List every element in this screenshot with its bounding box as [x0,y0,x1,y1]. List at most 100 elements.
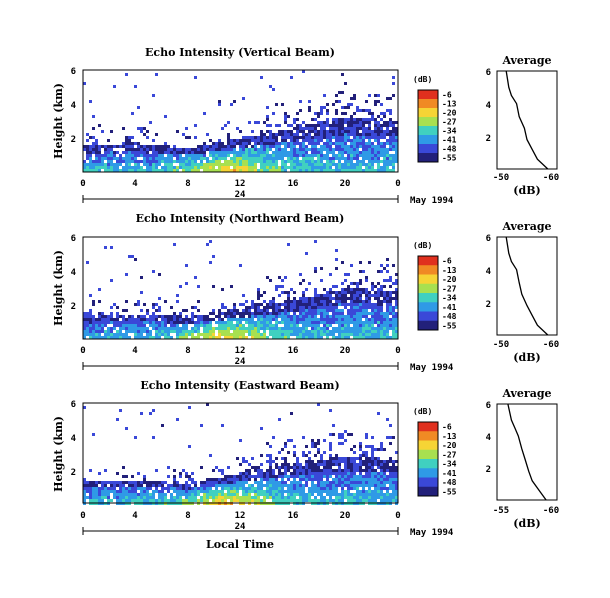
heatmap-cell [395,127,398,130]
heatmap-cell [269,490,272,493]
heatmap-cell [227,169,230,172]
heatmap-cell [350,169,353,172]
heatmap-cell [248,469,251,472]
heatmap-cell [362,148,365,151]
heatmap-cell [275,103,278,106]
heatmap-cell [143,481,146,484]
heatmap-cell [356,166,359,169]
heatmap-cell [386,142,389,145]
heatmap-cell [173,154,176,157]
heatmap-cell [299,475,302,478]
heatmap-cell [128,139,131,142]
heatmap-cell [254,481,257,484]
heatmap-cell [275,133,278,136]
heatmap-cell [293,166,296,169]
heatmap-cell [92,300,95,303]
heatmap-cell [284,121,287,124]
heatmap-cell [194,306,197,309]
heatmap-cell [335,136,338,139]
heatmap-cell [389,496,392,499]
heatmap-cell [215,163,218,166]
heatmap-cell [164,145,167,148]
heatmap-cell [356,327,359,330]
heatmap-cell [347,136,350,139]
heatmap-cell [320,163,323,166]
heatmap-cell [335,267,338,270]
heatmap-cell [386,478,389,481]
heatmap-cell [368,163,371,166]
heatmap-cell [365,109,368,112]
heatmap-cell [323,166,326,169]
heatmap-cell [275,145,278,148]
heatmap-cell [317,439,320,442]
heatmap-cell [281,151,284,154]
heatmap-cell [125,481,128,484]
heatmap-cell [248,121,251,124]
heatmap-cell [284,490,287,493]
heatmap-cell [386,139,389,142]
heatmap-cell [134,336,137,339]
heatmap-cell [86,133,89,136]
heatmap-cell [224,493,227,496]
heatmap-cell [299,300,302,303]
heatmap-cell [266,469,269,472]
heatmap-cell [191,321,194,324]
heatmap-cell [263,493,266,496]
heatmap-cell [380,318,383,321]
heatmap-cell [212,312,215,315]
heatmap-cell [389,118,392,121]
heatmap-cell [296,166,299,169]
heatmap-cell [332,469,335,472]
heatmap-cell [287,318,290,321]
heatmap-cell [170,169,173,172]
heatmap-cell [305,336,308,339]
heatmap-cell [320,315,323,318]
heatmap-cell [374,139,377,142]
heatmap-cell [368,333,371,336]
heatmap-cell [275,142,278,145]
heatmap-cell [218,315,221,318]
heatmap-cell [281,166,284,169]
heatmap-cell [362,478,365,481]
heatmap-cell [131,475,134,478]
heatmap-cell [110,169,113,172]
heatmap-cell [176,487,179,490]
heatmap-cell [200,324,203,327]
heatmap-cell [182,330,185,333]
heatmap-cell [185,136,188,139]
heatmap-cell [251,154,254,157]
heatmap-cell [296,303,299,306]
heatmap-cell [275,481,278,484]
heatmap-cell [377,145,380,148]
heatmap-cell [296,327,299,330]
heatmap-cell [323,333,326,336]
heatmap-cell [251,163,254,166]
heatmap-cell [242,97,245,100]
plot-frame [82,236,399,340]
heatmap-cell [365,300,368,303]
heatmap-cell [275,124,278,127]
heatmap-cell [383,157,386,160]
heatmap-cell [146,327,149,330]
heatmap-cell [338,457,341,460]
heatmap-cell [272,157,275,160]
heatmap-cell [98,163,101,166]
heatmap-cell [329,142,332,145]
colorbar-segment [418,126,438,136]
heatmap-cell [362,312,365,315]
heatmap-cell [278,124,281,127]
heatmap-cell [248,318,251,321]
heatmap-cell [104,487,107,490]
heatmap-cell [272,472,275,475]
heatmap-cell [233,493,236,496]
y-axis-label: Height (km) [52,250,65,326]
heatmap-cell [227,478,230,481]
heatmap-cell [179,333,182,336]
heatmap-cell [206,318,209,321]
heatmap-cell [356,466,359,469]
heatmap-cell [248,309,251,312]
heatmap-cell [245,166,248,169]
heatmap-cell [347,315,350,318]
heatmap-cell [152,321,155,324]
x-tick-label: 0 [80,179,85,189]
